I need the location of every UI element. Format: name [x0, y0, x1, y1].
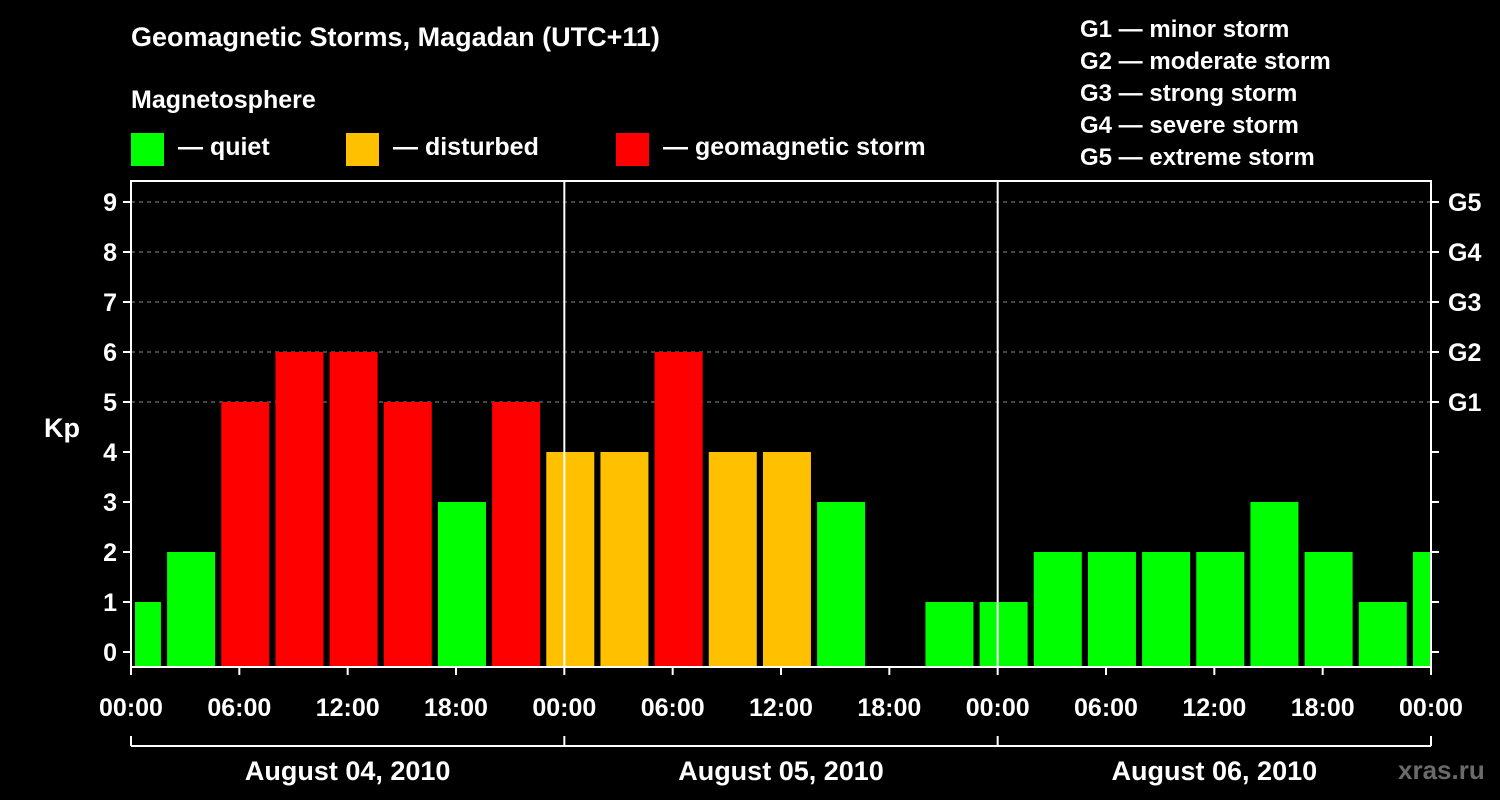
- x-tick-label-1: 06:00: [207, 694, 271, 722]
- x-tick-label-5: 06:00: [641, 694, 705, 722]
- bar-23: [1358, 602, 1407, 667]
- bar-24: [1412, 552, 1430, 667]
- watermark: xras.ru: [1398, 755, 1485, 785]
- y-tick-label-4: 4: [103, 439, 117, 467]
- storm-level-g4: G4 — severe storm: [1080, 112, 1299, 139]
- bar-13: [817, 502, 866, 667]
- y-axis-label: Kp: [44, 413, 80, 443]
- day-label-0: August 04, 2010: [245, 756, 451, 786]
- bar-10: [654, 352, 703, 667]
- storm-level-g2: G2 — moderate storm: [1080, 48, 1331, 75]
- bar-22: [1304, 552, 1353, 667]
- bar-1: [167, 552, 216, 667]
- legend-swatch-disturbed: [346, 133, 379, 166]
- x-tick-label-3: 18:00: [424, 694, 488, 722]
- y-tick-label-5: 5: [103, 389, 117, 417]
- right-tick-label-G4: G4: [1448, 239, 1481, 267]
- x-tick-label-9: 06:00: [1074, 694, 1138, 722]
- right-tick-label-G5: G5: [1448, 189, 1481, 217]
- bar-11: [708, 452, 757, 667]
- bar-4: [329, 352, 378, 667]
- y-tick-label-8: 8: [103, 239, 117, 267]
- x-tick-label-0: 00:00: [99, 694, 163, 722]
- legend-label-storm: — geomagnetic storm: [663, 133, 926, 161]
- bar-17: [1033, 552, 1082, 667]
- x-tick-label-6: 12:00: [749, 694, 813, 722]
- x-tick-label-10: 12:00: [1182, 694, 1246, 722]
- day-label-2: August 06, 2010: [1112, 756, 1318, 786]
- bar-0: [135, 602, 161, 667]
- x-tick-label-12: 00:00: [1399, 694, 1463, 722]
- chart-title: Geomagnetic Storms, Magadan (UTC+11): [131, 22, 660, 52]
- bar-3: [275, 352, 324, 667]
- storm-level-g5: G5 — extreme storm: [1080, 144, 1315, 171]
- legend-label-disturbed: — disturbed: [393, 133, 539, 161]
- bar-2: [221, 402, 270, 667]
- y-tick-label-3: 3: [103, 489, 117, 517]
- right-tick-label-G2: G2: [1448, 339, 1481, 367]
- legend-swatch-storm: [616, 133, 649, 166]
- bar-5: [383, 402, 432, 667]
- legend-swatch-quiet: [131, 133, 164, 166]
- x-tick-label-4: 00:00: [532, 694, 596, 722]
- bar-19: [1142, 552, 1191, 667]
- right-tick-label-G1: G1: [1448, 389, 1481, 417]
- y-tick-label-6: 6: [103, 339, 117, 367]
- day-label-1: August 05, 2010: [678, 756, 884, 786]
- y-tick-label-7: 7: [103, 289, 117, 317]
- y-tick-label-9: 9: [103, 189, 117, 217]
- x-tick-label-8: 00:00: [966, 694, 1030, 722]
- storm-level-g1: G1 — minor storm: [1080, 16, 1290, 43]
- x-tick-label-11: 18:00: [1291, 694, 1355, 722]
- bar-8: [546, 452, 595, 667]
- bar-12: [762, 452, 811, 667]
- y-tick-label-0: 0: [103, 639, 117, 667]
- x-tick-label-7: 18:00: [857, 694, 921, 722]
- bar-6: [437, 502, 486, 667]
- y-tick-label-2: 2: [103, 539, 117, 567]
- right-tick-label-G3: G3: [1448, 289, 1481, 317]
- bar-18: [1087, 552, 1136, 667]
- chart-subtitle: Magnetosphere: [131, 86, 316, 114]
- bar-7: [492, 402, 541, 667]
- bar-20: [1196, 552, 1245, 667]
- legend-label-quiet: — quiet: [178, 133, 270, 161]
- storm-level-legend: G1 — minor storm G2 — moderate storm G3 …: [1080, 14, 1331, 174]
- bar-9: [600, 452, 649, 667]
- bar-15: [925, 602, 974, 667]
- storm-level-g3: G3 — strong storm: [1080, 80, 1298, 107]
- y-tick-label-1: 1: [103, 589, 117, 617]
- bar-16: [979, 602, 1028, 667]
- x-tick-label-2: 12:00: [316, 694, 380, 722]
- bar-21: [1250, 502, 1299, 667]
